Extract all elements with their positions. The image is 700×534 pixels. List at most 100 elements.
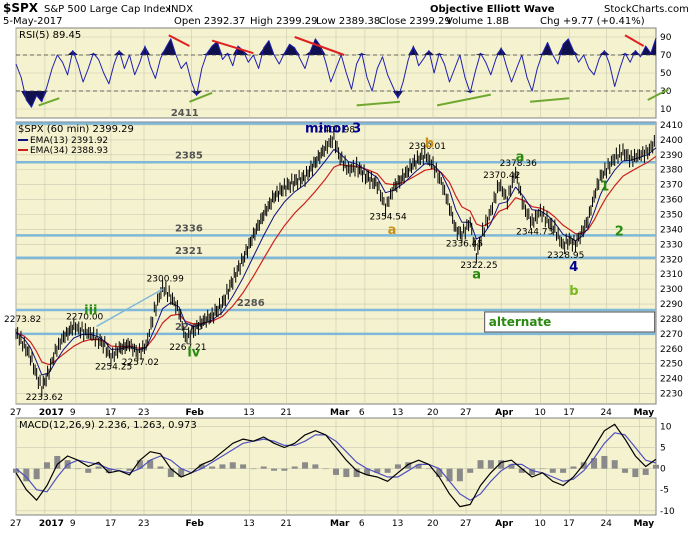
macd-xtick-label: 13 (392, 519, 403, 529)
macd-histogram-bar (622, 468, 629, 473)
rsi-ytick-label: 90 (660, 33, 672, 43)
macd-xtick-label: 2017 (39, 519, 64, 529)
macd-histogram-bar (436, 468, 443, 478)
macd-ytick-label: 5 (660, 444, 666, 454)
open-value: Open 2392.37 (174, 16, 245, 27)
macd-histogram-bar (157, 466, 164, 469)
price-point-label: 2233.62 (26, 393, 63, 403)
macd-histogram-bar (343, 468, 350, 478)
macd-line (15, 423, 657, 508)
price-ytick-label: 2270 (660, 330, 683, 340)
price-point-label: 2370.42 (483, 171, 520, 181)
macd-histogram-bar (508, 464, 515, 469)
rsi-overbought-fill (67, 37, 656, 55)
price-xtick-label: 27 (460, 408, 471, 418)
macd-xtick-label: Apr (495, 519, 513, 529)
macd-histogram-bar (312, 464, 319, 469)
rsi-red-trendline (168, 34, 190, 47)
close-value: Close 2399.29 (379, 16, 451, 27)
rsi-green-trendline (356, 100, 401, 107)
macd-xtick-label: 24 (600, 519, 612, 529)
rsi-panel: 10 30 50 70 90 RSI(5) 89.45 2411 (15, 27, 672, 119)
ema13-legend-label: EMA(13) 2391.92 (30, 136, 108, 146)
macd-xtick-label: 20 (427, 519, 439, 529)
rsi-line (15, 37, 657, 108)
price-ytick-label: 2290 (660, 300, 683, 310)
macd-xtick-label: May (633, 519, 654, 529)
macd-histogram-bar (322, 468, 329, 470)
ema34-legend-label: EMA(34) 2388.93 (30, 146, 108, 156)
macd-histogram-bar (653, 464, 659, 469)
macd-histogram-bar (147, 460, 154, 469)
price-point-label: 2300.99 (147, 275, 184, 285)
price-ytick-label: 2320 (660, 255, 683, 265)
macd-histogram-bar (333, 468, 339, 475)
volume-value: Volume 1.8B (446, 16, 509, 27)
macd-histogram-bar (477, 460, 484, 469)
rsi-ytick-label: 30 (660, 87, 672, 97)
price-level-label: 2286 (237, 298, 265, 309)
price-xtick-label: 9 (70, 408, 76, 418)
price-point-label: 2273.82 (4, 315, 41, 325)
high-value: High 2399.29 (250, 16, 318, 27)
wave-label-2: 2 (615, 224, 624, 239)
rsi-green-trendline (38, 97, 60, 107)
macd-histogram-bar (23, 468, 30, 482)
macd-histogram-bar (188, 468, 195, 470)
macd-histogram-bar (229, 462, 236, 469)
macd-histogram-bar (250, 468, 257, 470)
price-point-label: 2390.01 (409, 142, 446, 152)
macd-histogram-bar (374, 468, 381, 473)
rsi-green-trendline (647, 88, 669, 101)
macd-histogram-bar (363, 468, 370, 475)
price-ytick-label: 2300 (660, 285, 683, 295)
price-xtick-label: 23 (138, 408, 149, 418)
macd-ytick-label: -5 (660, 486, 669, 496)
macd-histogram-bar (209, 466, 216, 469)
price-ytick-label: 2260 (660, 345, 683, 355)
low-value: Low 2389.38 (316, 16, 380, 27)
price-point-label: 2328.95 (547, 251, 584, 261)
macd-histogram-bar (105, 468, 112, 473)
price-xtick-label: 17 (105, 408, 116, 418)
macd-histogram-bar (467, 468, 474, 473)
macd-histogram-bar (33, 468, 40, 480)
rsi-level-2411-label: 2411 (171, 108, 199, 119)
price-ytick-label: 2280 (660, 315, 683, 325)
macd-histogram-bar (85, 468, 92, 473)
price-xtick-label: Apr (495, 408, 513, 418)
macd-histogram-bar (425, 468, 432, 470)
price-xtick-label: 17 (563, 408, 574, 418)
watermark-right: StockCharts.com (604, 4, 689, 15)
price-point-label: 2257.02 (122, 358, 159, 368)
rsi-red-trendline (294, 36, 345, 56)
macd-histogram-bar (415, 464, 422, 469)
price-point-label: 2400.98 (318, 125, 355, 135)
chart-date: 5-May-2017 (3, 16, 63, 27)
price-ytick-label: 2230 (660, 390, 683, 400)
wave-label-iv: iv (187, 345, 200, 360)
macd-histogram-bar (302, 462, 309, 469)
price-ytick-label: 2380 (660, 166, 683, 176)
rsi-title: RSI(5) 89.45 (19, 30, 81, 41)
macd-histogram-bar (126, 468, 133, 471)
price-ytick-label: 2250 (660, 360, 683, 370)
macd-histogram-bar (611, 460, 618, 469)
macd-histogram-bar (591, 458, 598, 469)
macd-histogram-bar (353, 468, 360, 478)
price-ytick-label: 2400 (660, 136, 683, 146)
price-xtick-label: 20 (427, 408, 439, 418)
macd-histogram-bar (260, 466, 267, 469)
macd-histogram-bar (632, 468, 639, 478)
macd-xtick-label: 9 (70, 519, 76, 529)
rsi-green-trendline (529, 97, 570, 103)
macd-histogram-bar (178, 468, 185, 478)
price-ytick-label: 2340 (660, 225, 683, 235)
wave-label-b: b (425, 136, 434, 151)
macd-histogram-bar (43, 462, 50, 469)
macd-xtick-label: 23 (138, 519, 149, 529)
price-ytick-label: 2350 (660, 211, 683, 221)
macd-histogram-bar (136, 460, 143, 469)
macd-histogram-bar (518, 468, 525, 473)
